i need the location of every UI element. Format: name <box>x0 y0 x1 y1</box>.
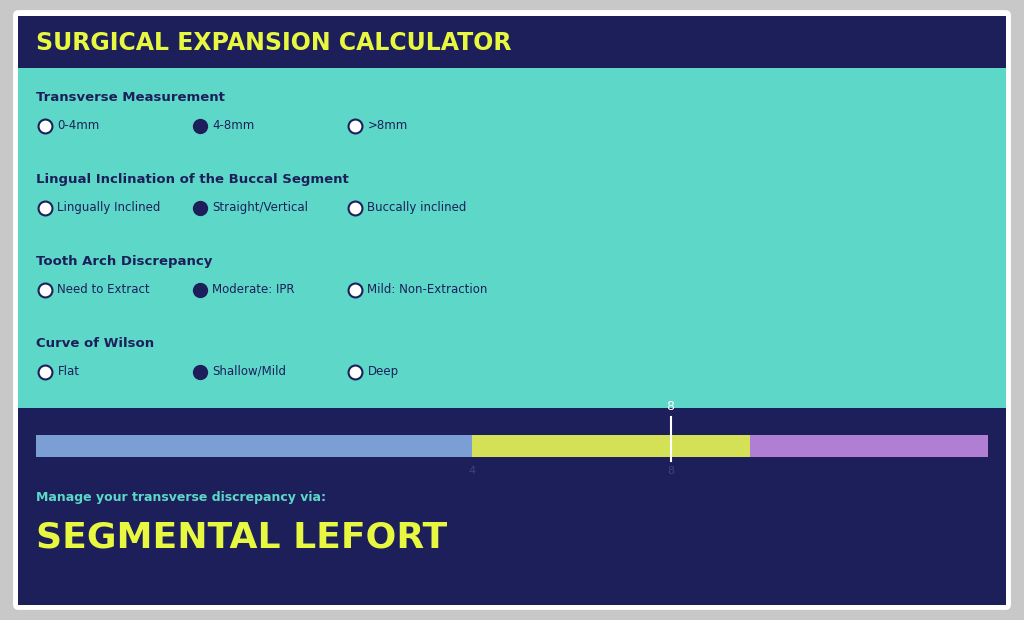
Text: 8: 8 <box>667 466 674 476</box>
Text: Lingually Inclined: Lingually Inclined <box>57 201 161 214</box>
Text: Deep: Deep <box>368 365 398 378</box>
Text: 4: 4 <box>469 466 476 476</box>
Text: Moderate: IPR: Moderate: IPR <box>212 283 295 296</box>
Bar <box>37 435 472 456</box>
Text: Buccally inclined: Buccally inclined <box>368 201 467 214</box>
Text: SURGICAL EXPANSION CALCULATOR: SURGICAL EXPANSION CALCULATOR <box>37 30 512 55</box>
Bar <box>18 407 1006 604</box>
Bar <box>750 435 987 456</box>
Bar <box>18 16 1006 68</box>
FancyBboxPatch shape <box>14 12 1010 608</box>
Text: 8: 8 <box>667 399 675 412</box>
Text: Tooth Arch Discrepancy: Tooth Arch Discrepancy <box>37 255 213 268</box>
Text: Mild: Non-Extraction: Mild: Non-Extraction <box>368 283 487 296</box>
Text: Transverse Measurement: Transverse Measurement <box>37 91 225 104</box>
Text: Curve of Wilson: Curve of Wilson <box>37 337 155 350</box>
Text: Lingual Inclination of the Buccal Segment: Lingual Inclination of the Buccal Segmen… <box>37 173 349 186</box>
Text: 0-4mm: 0-4mm <box>57 119 99 132</box>
Text: Flat: Flat <box>57 365 80 378</box>
Text: Straight/Vertical: Straight/Vertical <box>212 201 308 214</box>
Text: >8mm: >8mm <box>368 119 408 132</box>
Text: 4-8mm: 4-8mm <box>212 119 255 132</box>
Text: Need to Extract: Need to Extract <box>57 283 151 296</box>
Text: Shallow/Mild: Shallow/Mild <box>212 365 287 378</box>
Bar <box>18 68 1006 407</box>
Text: SEGMENTAL LEFORT: SEGMENTAL LEFORT <box>37 521 447 554</box>
Bar <box>472 435 750 456</box>
Text: Manage your transverse discrepancy via:: Manage your transverse discrepancy via: <box>37 491 327 504</box>
